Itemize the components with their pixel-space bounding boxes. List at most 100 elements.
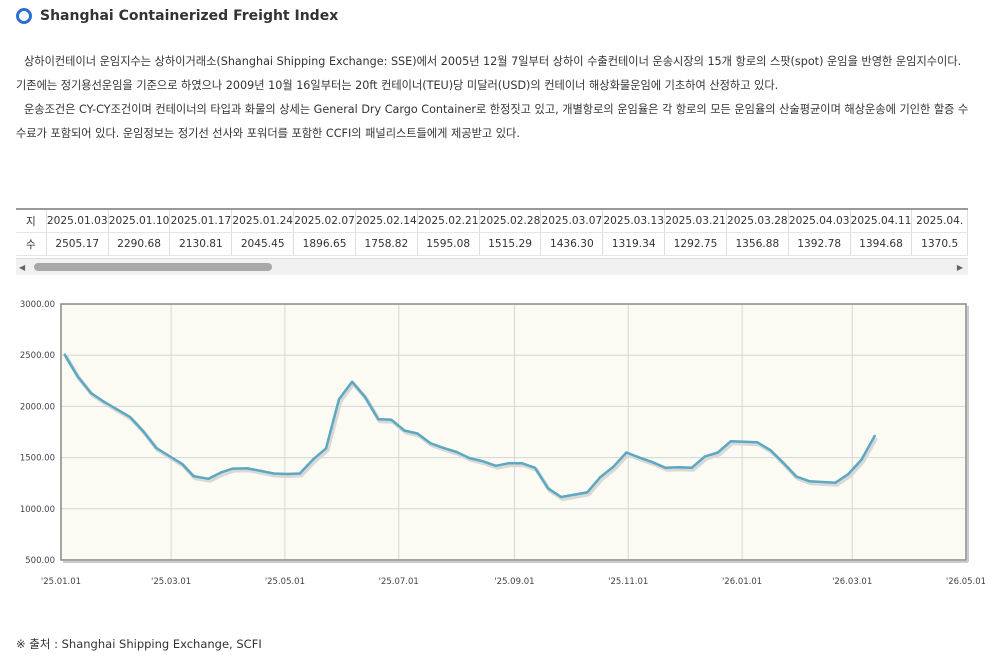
table-value-cell: 1515.29 [479, 232, 542, 256]
data-point [311, 458, 315, 461]
x-tick-label: '25.09.01 [494, 577, 534, 587]
circle-bullet-icon [16, 8, 32, 24]
data-point [742, 440, 746, 443]
row-header-value: 수 [16, 232, 47, 256]
table-value-cell: 2505.17 [46, 232, 109, 256]
data-point [207, 477, 210, 481]
data-point [272, 472, 275, 475]
data-point [481, 459, 484, 463]
table-value-cell: 1896.65 [293, 232, 356, 256]
scrollbar-thumb[interactable] [34, 263, 272, 271]
description: 상하이컨테이너 운임지수는 상하이거래소(Shanghai Shipping E… [16, 50, 971, 146]
table-value-cell: 1394.68 [850, 232, 913, 256]
y-tick-label: 3000.00 [20, 300, 55, 310]
series-line [63, 353, 876, 499]
data-point [716, 451, 720, 454]
x-tick-label: '26.05.01 [946, 577, 985, 587]
table-date-cell: 2025.01.24 [231, 210, 295, 233]
data-point [494, 464, 497, 467]
table-date-cell: 2025.01.10 [108, 210, 171, 233]
data-point [154, 446, 158, 450]
data-point [651, 461, 654, 464]
data-point [664, 466, 667, 470]
data-point [638, 456, 641, 459]
table-date-cell: 2025.02.28 [479, 210, 542, 233]
data-point [181, 462, 184, 466]
data-point [442, 446, 445, 450]
table-date-cell: 2025.03.07 [540, 210, 604, 233]
data-point [546, 487, 550, 490]
x-tick-label: '26.01.01 [722, 577, 762, 587]
x-tick-label: '26.03.01 [832, 577, 872, 587]
data-point [559, 495, 563, 499]
data-point [703, 455, 706, 458]
table-value-cell: 1595.08 [417, 232, 480, 256]
table-row-dates: 지 2025.01.03 2025.01.10 2025.01.17 2025.01.… [16, 210, 968, 233]
table-date-cell: 2025.02.14 [355, 210, 418, 233]
y-tick-label: 2500.00 [20, 351, 55, 361]
description-paragraph-2: 운송조건은 CY-CY조건이며 컨테이너의 타입과 화물의 상세는 Genera… [16, 103, 969, 140]
data-point [586, 491, 589, 494]
data-point [337, 398, 341, 401]
source-note: ※ 출처 : Shanghai Shipping Exchange, SCFI [16, 637, 262, 651]
data-point [403, 429, 406, 432]
page-title: Shanghai Containerized Freight Index [16, 8, 338, 24]
data-point [350, 380, 354, 384]
data-point [285, 472, 288, 476]
table-value-cell: 1758.82 [355, 232, 418, 256]
table-date-cell: 2025.02.21 [417, 210, 480, 233]
data-point [429, 442, 432, 445]
table-date-cell: 2025.03.21 [664, 210, 727, 233]
index-table-container[interactable]: 지 2025.01.03 2025.01.10 2025.01.17 2025.01.… [16, 208, 968, 276]
data-point [259, 469, 262, 473]
x-tick-label: '25.01.01 [41, 577, 81, 587]
data-point [781, 461, 785, 464]
data-point [468, 456, 471, 460]
table-date-cell: 2025.03.13 [602, 210, 666, 233]
data-point [873, 434, 876, 438]
table-date-cell: 2025.04.11 [850, 210, 913, 233]
data-point [141, 429, 145, 433]
description-paragraph-1: 상하이컨테이너 운임지수는 상하이거래소(Shanghai Shipping E… [16, 55, 962, 92]
y-tick-label: 2000.00 [20, 402, 55, 412]
table-date-cell: 2025.01.03 [46, 210, 109, 233]
data-point [128, 415, 132, 419]
data-point [625, 451, 628, 454]
index-table: 지 2025.01.03 2025.01.10 2025.01.17 2025.01.… [16, 210, 968, 256]
table-date-cell: 2025.01.17 [169, 210, 233, 233]
data-point [834, 481, 837, 484]
data-point [729, 440, 733, 443]
data-point [847, 472, 850, 476]
table-date-cell: 2025.04. [911, 210, 968, 233]
scroll-right-arrow-icon[interactable]: ▶ [956, 263, 963, 272]
data-point [520, 462, 524, 465]
data-point [102, 400, 106, 403]
y-tick-label: 1000.00 [20, 505, 55, 515]
plot-border [60, 303, 967, 561]
data-point [363, 395, 367, 399]
table-date-cell: 2025.02.07 [293, 210, 356, 233]
scroll-left-arrow-icon[interactable]: ◀ [19, 263, 26, 272]
table-value-cell: 1392.78 [788, 232, 851, 256]
data-point [89, 391, 93, 395]
data-point [168, 454, 171, 458]
plot-area [61, 304, 966, 560]
data-point [455, 450, 458, 454]
table-value-cell: 1319.34 [602, 232, 666, 256]
horizontal-scrollbar[interactable]: ◀ ▶ [16, 258, 968, 275]
data-point [533, 466, 537, 470]
data-point [192, 474, 195, 478]
data-point [677, 466, 680, 469]
data-point [690, 466, 693, 470]
data-point [390, 418, 393, 421]
data-point [63, 353, 66, 356]
table-value-cell: 2130.81 [169, 232, 233, 256]
y-tick-label: 1500.00 [20, 454, 55, 464]
data-point [808, 479, 811, 483]
data-point [324, 447, 328, 450]
row-header-date: 지 [16, 210, 47, 233]
table-row-values: 수 2505.17 2290.68 2130.81 2045.45 1896.65 175… [16, 232, 968, 256]
x-tick-label: '25.05.01 [265, 577, 305, 587]
y-tick-label: 500.00 [25, 556, 55, 566]
data-point [416, 432, 419, 435]
